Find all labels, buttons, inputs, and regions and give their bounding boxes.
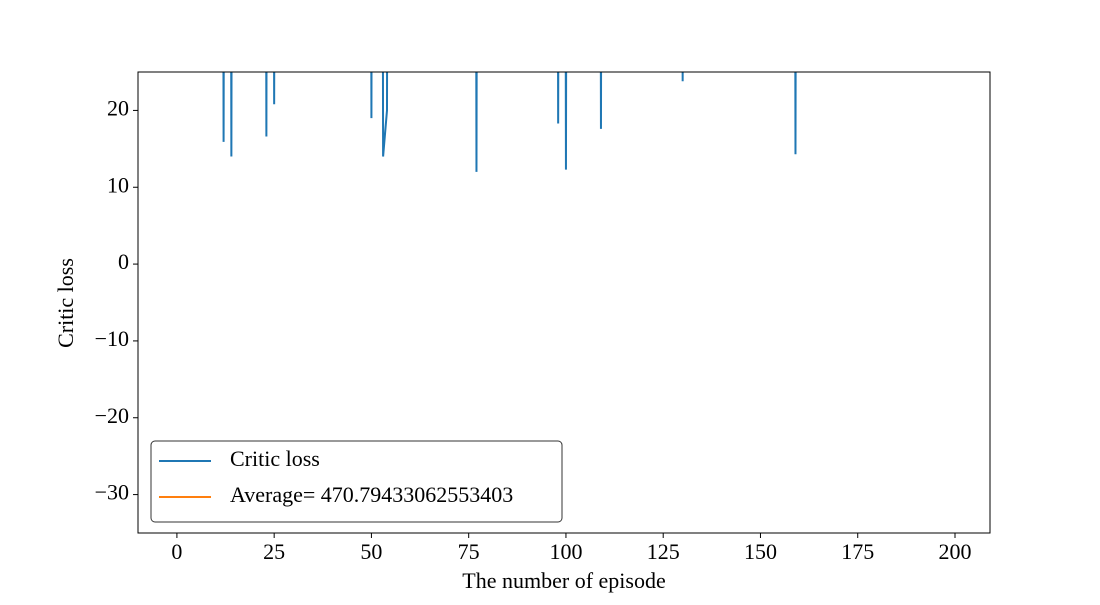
legend-box (150, 440, 563, 523)
x-tick-label: 25 (263, 539, 285, 564)
x-tick-label: 175 (841, 539, 874, 564)
x-tick-label: 0 (171, 539, 182, 564)
y-tick-label: −30 (95, 480, 129, 505)
x-tick-label: 150 (744, 539, 777, 564)
axes-frame (137, 71, 991, 534)
x-tick-label: 50 (360, 539, 382, 564)
x-tick-label: 200 (938, 539, 971, 564)
x-tick-label: 100 (549, 539, 582, 564)
y-axis-label: Critic loss (53, 258, 78, 348)
x-tick-label: 125 (647, 539, 680, 564)
y-tick-label: 20 (107, 95, 129, 120)
y-tick-label: 10 (107, 172, 129, 197)
y-tick-label: −10 (95, 326, 129, 351)
y-tick-label: −20 (95, 403, 129, 428)
x-tick-label: 75 (458, 539, 480, 564)
legend-label: Average= 470.79433062553403 (230, 482, 513, 507)
y-tick-label: 0 (118, 249, 129, 274)
legend-label: Critic loss (230, 446, 320, 471)
x-axis-label: The number of episode (462, 568, 665, 593)
